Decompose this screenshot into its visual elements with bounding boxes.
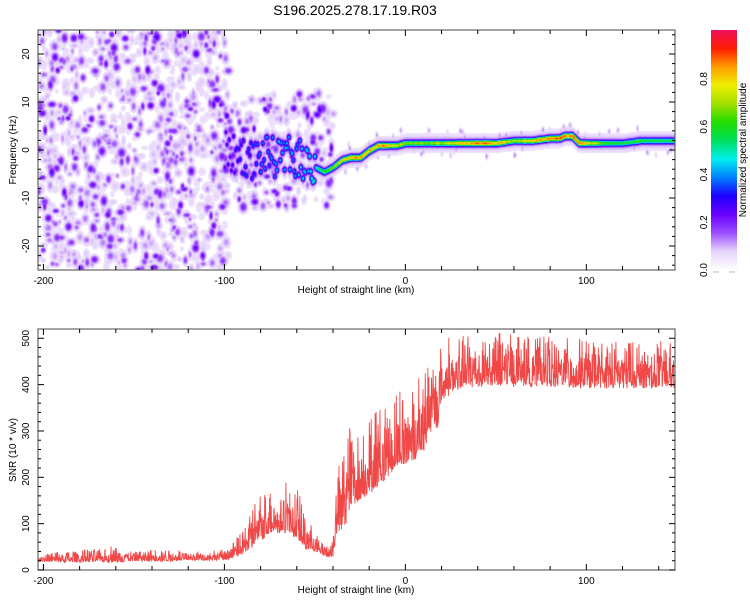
snr-y-label: SNR (10 * v/v) [8,418,19,482]
snr-y-tick-label: 500 [21,329,32,346]
colorbar: 0.0 0.2 0.4 0.6 0.8 Normalized spectral ampl… [699,72,749,277]
spectrogram-y-ticks: -20 -10 0 10 20 [21,34,675,266]
spectrogram-y-tick-label: -10 [21,190,32,205]
colorbar-tick-label: 0.8 [699,72,710,86]
colorbar-tick-label: 0.0 [699,263,710,277]
snr-line-group [37,332,676,564]
spectrogram-x-tick-label: 100 [578,276,595,287]
snr-x-tick-label: 0 [403,576,409,587]
spectrogram-x-tick-label: 0 [403,276,409,287]
spectrogram-x-tick-label: -100 [214,276,234,287]
colorbar-tick-label: 0.6 [699,119,710,133]
snr-series-line [37,332,676,564]
chart-title: S196.2025.278.17.19.R03 [273,2,437,18]
colorbar-ticks: 0.0 0.2 0.4 0.6 0.8 [699,72,735,277]
snr-y-tick-label: 200 [21,469,32,486]
spectrogram-x-tick-label: -200 [33,276,53,287]
snr-x-label: Height of straight line (km) [298,585,415,596]
colorbar-gradient [711,30,737,270]
colorbar-label: Normalized spectral amplitude [738,82,749,217]
spectrogram-y-tick-label: 0 [21,147,32,153]
snr-y-tick-label: 300 [21,422,32,439]
snr-y-tick-label: 100 [21,515,32,532]
spectrogram-x-label: Height of straight line (km) [298,285,415,296]
snr-x-tick-label: -100 [214,576,234,587]
colorbar-tick-label: 0.2 [699,215,710,229]
spectrogram-y-tick-label: -20 [21,238,32,253]
snr-x-ticks: -200 -100 0 100 [33,329,660,587]
colorbar-tick-label: 0.4 [699,167,710,181]
snr-axes: -200 -100 0 100 0 100 200 300 400 500 Height of … [8,328,676,596]
snr-y-tick-label: 0 [21,567,32,573]
spectrogram-y-tick-label: 20 [21,48,32,60]
snr-y-tick-label: 400 [21,376,32,393]
spectrogram-heatmap [38,30,675,270]
snr-x-tick-label: -200 [33,576,53,587]
snr-y-ticks: 0 100 200 300 400 500 [21,329,675,573]
spectrogram-y-tick-label: 10 [21,96,32,108]
spectrogram-x-ticks: -200 -100 0 100 [33,30,660,287]
spectrogram-y-label: Frequency (Hz) [8,116,19,185]
snr-x-tick-label: 100 [578,576,595,587]
spectrogram-frame [37,29,676,271]
